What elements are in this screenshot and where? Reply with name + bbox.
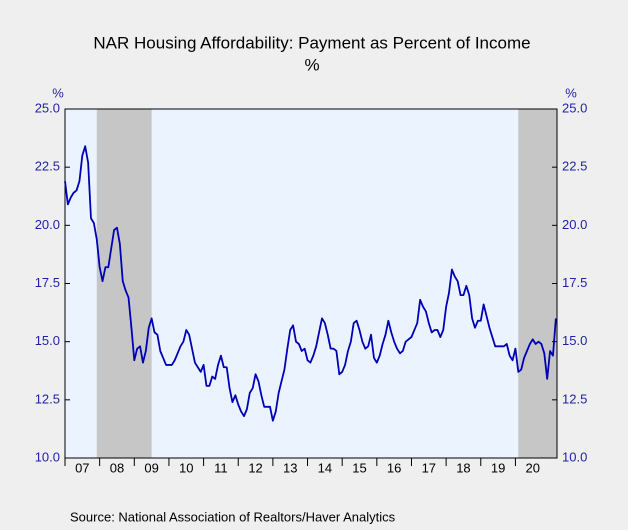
- y-tick-label: 25.0: [35, 100, 60, 115]
- y-tick-label: 22.5: [35, 159, 60, 174]
- recession-shade: [518, 109, 557, 458]
- x-tick-label: 17: [422, 460, 436, 475]
- source-note: Source: National Association of Realtors…: [70, 509, 396, 524]
- x-tick-label: 15: [352, 460, 366, 475]
- y-tick-label: 17.5: [35, 275, 60, 290]
- y-tick-label: 15.0: [35, 333, 60, 348]
- x-tick-label: 18: [456, 460, 470, 475]
- y2-tick-label: 15.0: [562, 333, 587, 348]
- y2-tick-label: 22.5: [562, 159, 587, 174]
- x-tick-label: 12: [248, 460, 262, 475]
- x-tick-label: 11: [214, 460, 228, 475]
- x-tick-label: 07: [75, 460, 89, 475]
- x-tick-label: 14: [318, 460, 332, 475]
- x-tick-label: 10: [179, 460, 193, 475]
- y2-axis-label: %: [565, 85, 577, 100]
- x-tick-label: 13: [283, 460, 297, 475]
- y2-tick-label: 12.5: [562, 391, 587, 406]
- x-tick-label: 20: [526, 460, 540, 475]
- data-line: [64, 145, 557, 422]
- y2-tick-label: 20.0: [562, 217, 587, 232]
- y-axis-label: %: [52, 85, 64, 100]
- y2-tick-label: 17.5: [562, 275, 587, 290]
- y2-tick-label: 10.0: [562, 449, 587, 464]
- y-tick-label: 12.5: [35, 391, 60, 406]
- chart-title: NAR Housing Affordability: Payment as Pe…: [93, 33, 530, 52]
- y2-tick-label: 25.0: [562, 100, 587, 115]
- x-tick-label: 19: [491, 460, 505, 475]
- x-tick-label: 09: [144, 460, 158, 475]
- x-tick-label: 16: [387, 460, 401, 475]
- y-tick-label: 10.0: [35, 449, 60, 464]
- x-tick-label: 08: [110, 460, 124, 475]
- y-tick-label: 20.0: [35, 217, 60, 232]
- chart-subtitle: %: [304, 55, 319, 74]
